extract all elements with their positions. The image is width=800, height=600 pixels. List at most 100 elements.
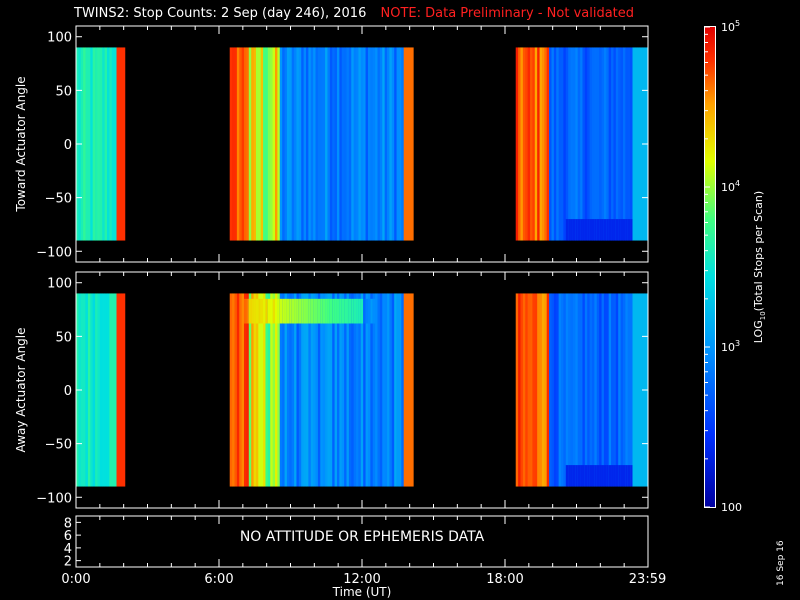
x-tick-label: 12:00: [343, 572, 380, 587]
heatmap-band: [265, 298, 269, 324]
heatmap-column: [639, 293, 643, 487]
heatmap-column: [556, 293, 560, 487]
colorbar-label-rest: (Total Stops per Scan): [752, 191, 765, 312]
heatmap-column: [320, 47, 324, 241]
heatmap-column: [308, 293, 312, 487]
heatmap-column: [310, 47, 314, 241]
heatmap-band: [601, 465, 605, 487]
heatmap-column: [408, 47, 412, 241]
heatmap-column: [377, 47, 381, 241]
heatmap-band: [601, 219, 605, 241]
heatmap-band: [572, 219, 576, 241]
heatmap-column: [289, 293, 293, 487]
heatmap-band: [363, 298, 366, 324]
colorbar-tick-label: 105: [721, 19, 740, 34]
heatmap-column: [382, 47, 386, 241]
heatmap-column: [251, 293, 254, 487]
heatmap-band: [615, 465, 619, 487]
heatmap-band: [251, 298, 254, 324]
heatmap-column: [551, 47, 555, 241]
heatmap-column: [389, 47, 393, 241]
heatmap-column: [118, 47, 122, 241]
heatmap-column: [263, 47, 266, 241]
heatmap-column: [344, 293, 347, 487]
heatmap-column: [603, 47, 607, 241]
heatmap-column: [95, 47, 98, 241]
heatmap-column: [356, 293, 359, 487]
heatmap-column: [313, 47, 316, 241]
heatmap-band: [613, 465, 617, 487]
y-tick-label: −50: [45, 192, 72, 207]
heatmap-column: [301, 293, 304, 487]
preliminary-note: NOTE: Data Preliminary - Not validated: [380, 6, 635, 21]
heatmap-band: [372, 298, 376, 324]
heatmap-band: [570, 219, 574, 241]
heatmap-column: [275, 293, 278, 487]
heatmap-band: [334, 298, 338, 324]
heatmap-band: [246, 298, 250, 324]
colorbar-label-sub: 10: [759, 311, 767, 320]
heatmap-column: [279, 47, 283, 241]
heatmap-column: [236, 293, 240, 487]
heatmap-band: [594, 465, 598, 487]
heatmap-column: [541, 293, 545, 487]
heatmap-column: [109, 293, 113, 487]
heatmap-band: [282, 298, 285, 324]
heatmap-band: [344, 298, 347, 324]
heatmap-band: [608, 465, 612, 487]
heatmap-column: [272, 47, 276, 241]
heatmap-band: [291, 298, 295, 324]
heatmap-column: [232, 293, 235, 487]
heatmap-band: [272, 298, 276, 324]
heatmap-band: [618, 465, 621, 487]
heatmap-column: [551, 293, 555, 487]
heatmap-column: [308, 47, 312, 241]
heatmap-band: [296, 298, 300, 324]
heatmap-column: [87, 47, 91, 241]
heatmap-band: [596, 219, 600, 241]
heatmap-column: [591, 47, 595, 241]
heatmap-column: [291, 47, 295, 241]
heatmap-column: [298, 293, 302, 487]
heatmap-column: [534, 47, 538, 241]
heatmap-band: [317, 298, 321, 324]
heatmap-column: [253, 47, 257, 241]
heatmap-column: [544, 47, 548, 241]
heatmap-band: [248, 298, 252, 324]
heatmap-column: [634, 47, 638, 241]
heatmap-column: [520, 47, 524, 241]
heatmap-column: [572, 47, 576, 241]
heatmap-column: [305, 293, 309, 487]
heatmap-band: [336, 298, 340, 324]
heatmap-band: [303, 298, 307, 324]
heatmap-column: [522, 47, 526, 241]
heatmap-band: [258, 298, 262, 324]
colorbar-tick-label: 103: [721, 339, 740, 354]
heatmap-column: [394, 293, 397, 487]
heatmap-column: [389, 293, 393, 487]
heatmap-column: [294, 293, 297, 487]
heatmap-column: [553, 47, 557, 241]
heatmap-column: [123, 293, 126, 487]
heatmap-column: [396, 47, 400, 241]
heatmap-column: [92, 293, 96, 487]
heatmap-band: [325, 298, 328, 324]
heatmap-column: [114, 293, 117, 487]
heatmap-band: [611, 219, 614, 241]
heatmap-column: [282, 293, 285, 487]
no-data-message: NO ATTITUDE OR EPHEMERIS DATA: [240, 529, 485, 545]
heatmap-column: [239, 293, 243, 487]
heatmap-band: [596, 465, 600, 487]
heatmap-band: [620, 465, 624, 487]
heatmap-column: [634, 293, 638, 487]
heatmap-column: [258, 47, 262, 241]
heatmap-band: [356, 298, 359, 324]
y-tick-label: 8: [64, 516, 72, 531]
heatmap-column: [527, 47, 531, 241]
heatmap-column: [530, 47, 533, 241]
heatmap-band: [603, 465, 607, 487]
colorbar-tick-base: 100: [721, 501, 742, 514]
heatmap-band: [630, 465, 633, 487]
heatmap-band: [313, 298, 316, 324]
